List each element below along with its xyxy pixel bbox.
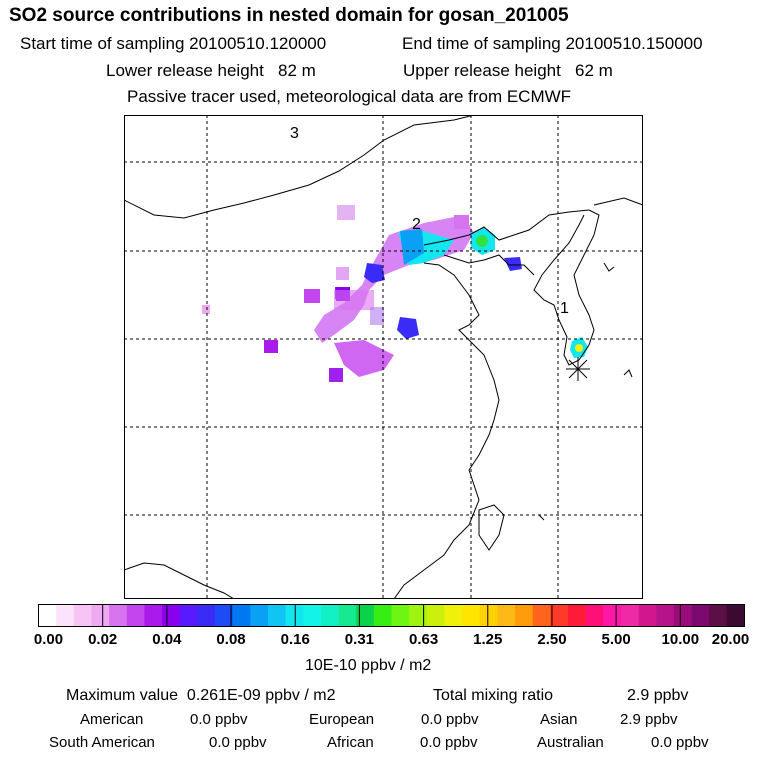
colorbar-swatch: [444, 604, 463, 627]
colorbar-tick-label: 10.00: [661, 631, 700, 648]
colorbar-swatch: [462, 604, 481, 627]
colorbar: [38, 604, 745, 627]
region-value: 0.0 ppbv: [651, 734, 709, 751]
colorbar-swatch: [373, 604, 392, 627]
colorbar-swatch: [338, 604, 357, 627]
tracer-info-label: Passive tracer used, meteorological data…: [127, 87, 572, 106]
colorbar-tick-label: 0.63: [408, 631, 439, 648]
total-mixing-ratio-value: 2.9 ppbv: [627, 687, 689, 704]
colorbar-swatch: [215, 604, 233, 627]
colorbar-swatch: [250, 604, 269, 627]
plot-title: SO2 source contributions in nested domai…: [9, 5, 569, 26]
colorbar-swatch: [126, 604, 145, 627]
total-mixing-ratio-label: Total mixing ratio: [433, 687, 554, 704]
map-plot: 3 2 1: [124, 115, 643, 599]
colorbar-swatch: [285, 604, 304, 627]
colorbar-swatch: [726, 604, 745, 627]
colorbar-swatch: [656, 604, 675, 627]
start-time-label: Start time of sampling 20100510.120000: [20, 34, 327, 53]
colorbar-swatch: [603, 604, 622, 627]
region-name: American: [80, 711, 144, 728]
colorbar-swatch: [673, 604, 692, 627]
colorbar-tick-label: 2.50: [537, 631, 567, 648]
colorbar-swatch: [479, 604, 498, 627]
colorbar-swatch: [532, 604, 551, 627]
end-time-label: End time of sampling 20100510.150000: [402, 34, 703, 53]
colorbar-tick-label: 0.16: [280, 631, 310, 648]
colorbar-swatch: [73, 604, 92, 627]
colorbar-swatch: [497, 604, 516, 627]
colorbar-swatch: [638, 604, 657, 627]
colorbar-swatch: [426, 604, 445, 627]
colorbar-swatch: [109, 604, 128, 627]
colorbar-unit: 10E-10 ppbv / m2: [305, 657, 432, 674]
colorbar-tick-label: 0.00: [33, 631, 64, 648]
map-label-2: 2: [412, 216, 421, 233]
colorbar-swatch: [144, 604, 163, 627]
colorbar-swatch: [568, 604, 586, 627]
colorbar-border: [38, 604, 745, 627]
colorbar-swatch: [709, 604, 728, 627]
colorbar-swatch: [91, 604, 110, 627]
colorbar-swatch: [162, 604, 180, 627]
colorbar-swatch: [197, 604, 216, 627]
region-value: 0.0 ppbv: [421, 711, 479, 728]
region-value: 0.0 ppbv: [190, 711, 248, 728]
colorbar-swatch: [179, 604, 198, 627]
map-label-1: 1: [560, 300, 569, 317]
colorbar-tick-label: 1.25: [473, 631, 503, 648]
colorbar-tick-label: 0.31: [344, 631, 375, 648]
colorbar-swatch: [391, 604, 410, 627]
colorbar-swatch: [691, 604, 710, 627]
colorbar-swatch: [303, 604, 322, 627]
colorbar-swatch: [267, 604, 286, 627]
region-value: 0.0 ppbv: [209, 734, 267, 751]
coastlines: [124, 115, 643, 599]
region-name: Asian: [540, 711, 578, 728]
receptor-asterisk-icon: [566, 357, 590, 381]
colorbar-swatch: [409, 604, 428, 627]
region-name: European: [309, 711, 375, 728]
colorbar-swatch: [38, 604, 57, 627]
colorbar-swatch: [550, 604, 569, 627]
region-value: 2.9 ppbv: [620, 711, 678, 728]
colorbar-swatch: [56, 604, 75, 627]
colorbar-swatch: [620, 604, 639, 627]
region-name: South American: [49, 734, 155, 751]
colorbar-tick-label: 0.02: [88, 631, 118, 648]
colorbar-swatch: [232, 604, 251, 627]
colorbar-tick-label: 0.04: [152, 631, 182, 648]
upper-release-height-label: Upper release height 62 m: [403, 61, 613, 80]
region-name: Australian: [537, 734, 604, 751]
region-value: 0.0 ppbv: [420, 734, 478, 751]
lower-release-height-label: Lower release height 82 m: [106, 61, 316, 80]
colorbar-tick-label: 20.00: [711, 631, 750, 648]
colorbar-swatch: [356, 604, 375, 627]
concentration-field: [202, 205, 588, 382]
maximum-value-label: Maximum value 0.261E-09 ppbv / m2: [66, 687, 336, 704]
colorbar-swatch: [585, 604, 604, 627]
region-name: African: [327, 734, 374, 751]
colorbar-tick-label: 0.08: [216, 631, 246, 648]
grid-lines: [124, 115, 643, 599]
map-label-3: 3: [290, 125, 299, 142]
colorbar-tick-label: 5.00: [601, 631, 631, 648]
colorbar-swatch: [320, 604, 339, 627]
colorbar-swatch: [515, 604, 533, 627]
